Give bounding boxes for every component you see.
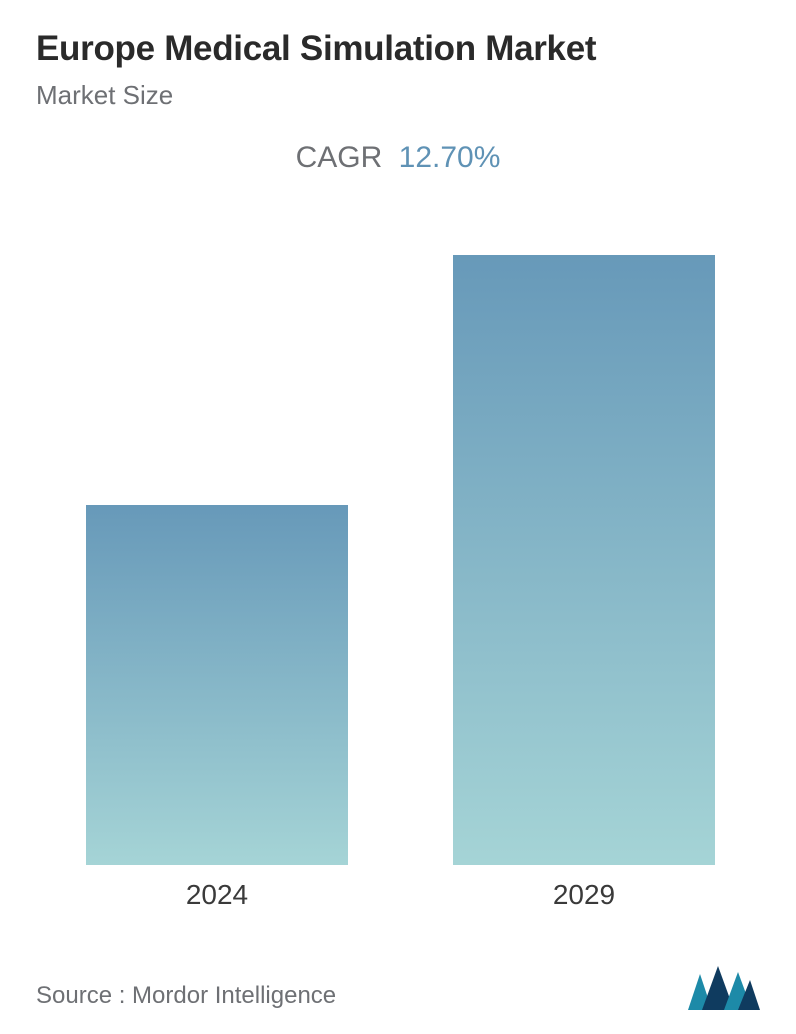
- bar-2024: [86, 505, 348, 865]
- chart-title: Europe Medical Simulation Market: [36, 28, 760, 70]
- bar-2029: [453, 255, 715, 865]
- cagr-line: CAGR 12.70%: [36, 141, 760, 175]
- x-label-2029: 2029: [453, 879, 715, 911]
- bar-chart: [36, 205, 760, 865]
- x-axis-labels: 2024 2029: [36, 879, 760, 915]
- source-attribution: Source : Mordor Intelligence: [36, 982, 336, 1010]
- mordor-logo-icon: [688, 966, 760, 1010]
- chart-subtitle: Market Size: [36, 80, 760, 111]
- cagr-value: 12.70%: [399, 141, 501, 174]
- x-label-2024: 2024: [86, 879, 348, 911]
- cagr-label: CAGR: [296, 141, 383, 174]
